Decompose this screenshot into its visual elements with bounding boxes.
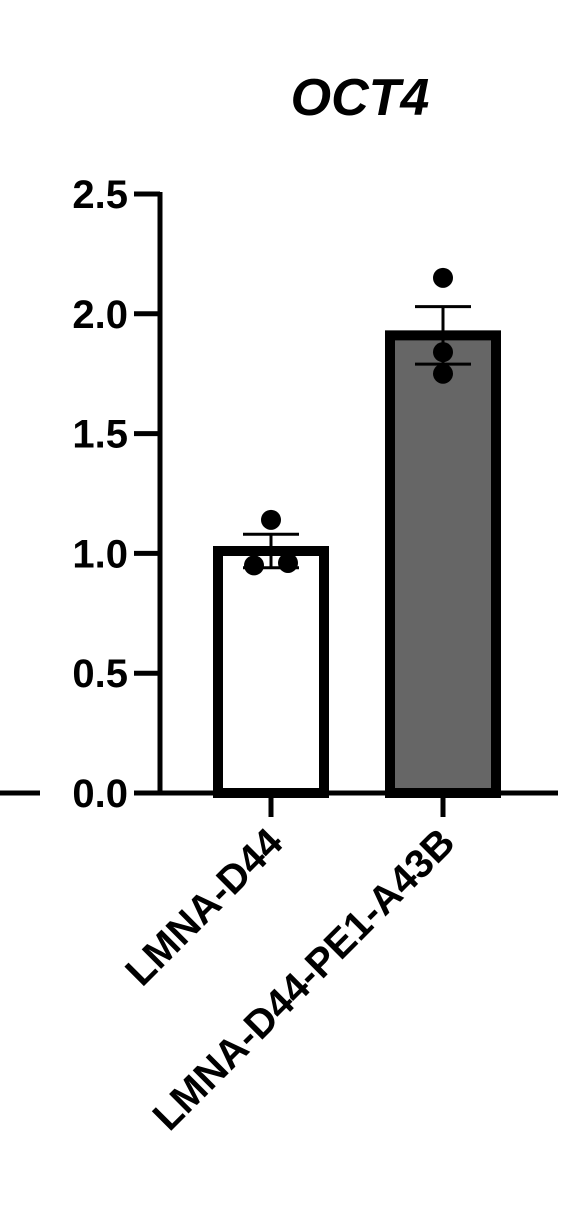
- data-point: [261, 509, 281, 530]
- chart-title: OCT4: [291, 69, 430, 127]
- y-tick-label: 0.0: [72, 772, 128, 816]
- data-point: [433, 363, 453, 384]
- data-point: [433, 342, 453, 363]
- y-tick-label: 2.0: [72, 293, 128, 337]
- y-tick-label: 1.0: [72, 532, 128, 576]
- y-tick-label: 0.5: [72, 652, 128, 696]
- bar: [385, 330, 501, 798]
- data-point: [433, 267, 453, 288]
- y-tick-label: 2.5: [72, 173, 128, 217]
- data-point: [278, 552, 298, 573]
- y-tick-label: 1.5: [72, 413, 128, 457]
- x-category-label: LMNA-D44: [117, 820, 292, 995]
- x-category-label: LMNA-D44-PE1-A43B: [145, 820, 464, 1139]
- data-points: [244, 267, 453, 576]
- data-point: [244, 555, 264, 576]
- bar: [213, 546, 329, 799]
- y-axis-ticks: 0.0 0.5 1.0 1.5 2.0 2.5: [72, 173, 160, 816]
